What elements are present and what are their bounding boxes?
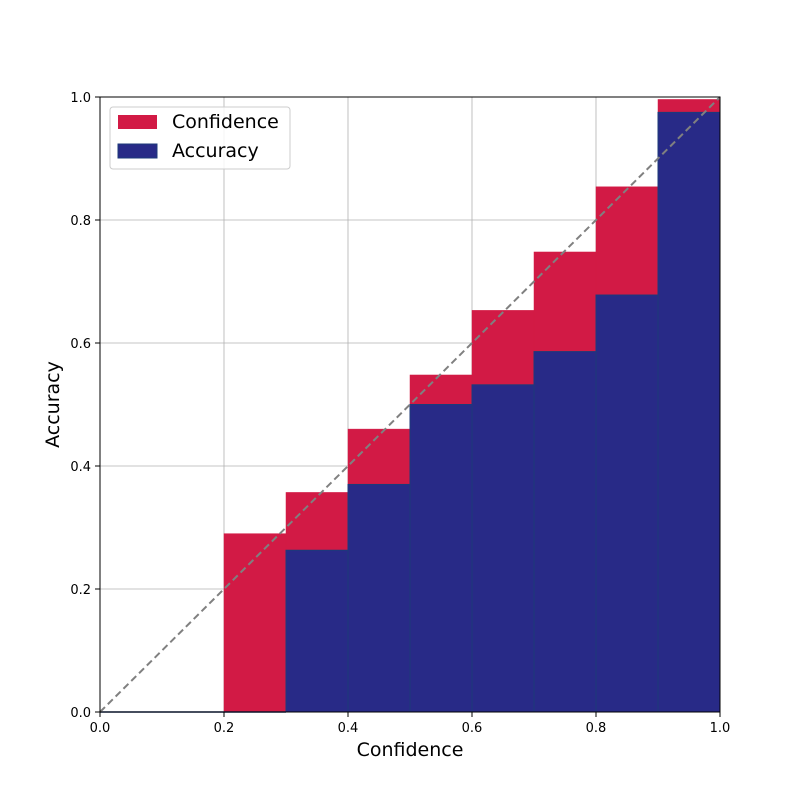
y-tick-label-1: 0.2 bbox=[70, 583, 91, 598]
axis-ticks: 0.0 0.2 0.4 0.6 0.8 1.0 0.0 0.2 0.4 0.6 0.8 1.0 bbox=[70, 91, 730, 736]
y-tick-label-4: 0.8 bbox=[70, 214, 91, 229]
legend: Confidence Accuracy bbox=[109, 106, 291, 170]
x-tick-label-0: 0.0 bbox=[90, 721, 111, 736]
x-tick-label-1: 0.2 bbox=[214, 721, 235, 736]
perfect-calibration-line bbox=[99, 96, 721, 713]
accuracy-bar-6 bbox=[471, 384, 535, 713]
y-tick-label-5: 1.0 bbox=[70, 91, 91, 106]
y-tick-label-2: 0.4 bbox=[70, 460, 91, 475]
x-tick-label-5: 1.0 bbox=[710, 721, 731, 736]
accuracy-bars bbox=[100, 111, 721, 713]
legend-swatch-confidence bbox=[118, 115, 157, 129]
y-axis-label: Accuracy bbox=[42, 361, 64, 448]
accuracy-bar-4 bbox=[347, 483, 411, 713]
x-tick-label-2: 0.4 bbox=[338, 721, 359, 736]
legend-swatch-accuracy bbox=[117, 143, 158, 159]
x-axis-label: Confidence bbox=[357, 739, 464, 761]
plot-frame bbox=[99, 96, 721, 713]
accuracy-bar-7 bbox=[533, 351, 597, 713]
legend-label-confidence: Confidence bbox=[172, 111, 279, 133]
accuracy-bar-5 bbox=[409, 404, 473, 713]
x-tick-label-3: 0.6 bbox=[462, 721, 483, 736]
accuracy-bar-8 bbox=[595, 294, 659, 713]
legend-label-accuracy: Accuracy bbox=[172, 140, 259, 162]
x-tick-label-4: 0.8 bbox=[586, 721, 607, 736]
accuracy-bar-9 bbox=[657, 111, 721, 713]
y-tick-label-0: 0.0 bbox=[70, 706, 91, 721]
confidence-bar-2 bbox=[223, 533, 287, 713]
y-tick-label-3: 0.6 bbox=[70, 337, 91, 352]
accuracy-bar-3 bbox=[285, 549, 349, 713]
